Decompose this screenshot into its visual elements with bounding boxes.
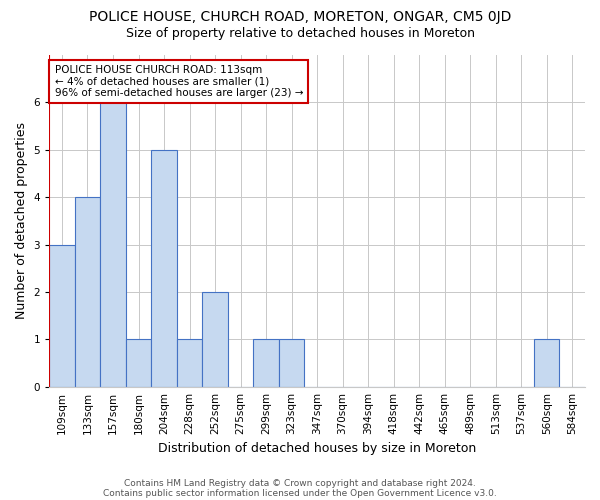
Text: Contains public sector information licensed under the Open Government Licence v3: Contains public sector information licen… (103, 488, 497, 498)
Text: Contains HM Land Registry data © Crown copyright and database right 2024.: Contains HM Land Registry data © Crown c… (124, 478, 476, 488)
Bar (534, 340, 559, 386)
Text: Size of property relative to detached houses in Moreton: Size of property relative to detached ho… (125, 28, 475, 40)
Bar (202, 292, 228, 386)
Bar (49, 244, 75, 386)
Y-axis label: Number of detached properties: Number of detached properties (15, 122, 28, 320)
X-axis label: Distribution of detached houses by size in Moreton: Distribution of detached houses by size … (158, 442, 476, 455)
Bar (100, 102, 126, 387)
Bar (253, 340, 279, 386)
Bar (75, 197, 100, 386)
Text: POLICE HOUSE CHURCH ROAD: 113sqm
← 4% of detached houses are smaller (1)
96% of : POLICE HOUSE CHURCH ROAD: 113sqm ← 4% of… (55, 65, 303, 98)
Text: POLICE HOUSE, CHURCH ROAD, MORETON, ONGAR, CM5 0JD: POLICE HOUSE, CHURCH ROAD, MORETON, ONGA… (89, 10, 511, 24)
Bar (177, 340, 202, 386)
Bar (151, 150, 177, 386)
Bar (126, 340, 151, 386)
Bar (279, 340, 304, 386)
